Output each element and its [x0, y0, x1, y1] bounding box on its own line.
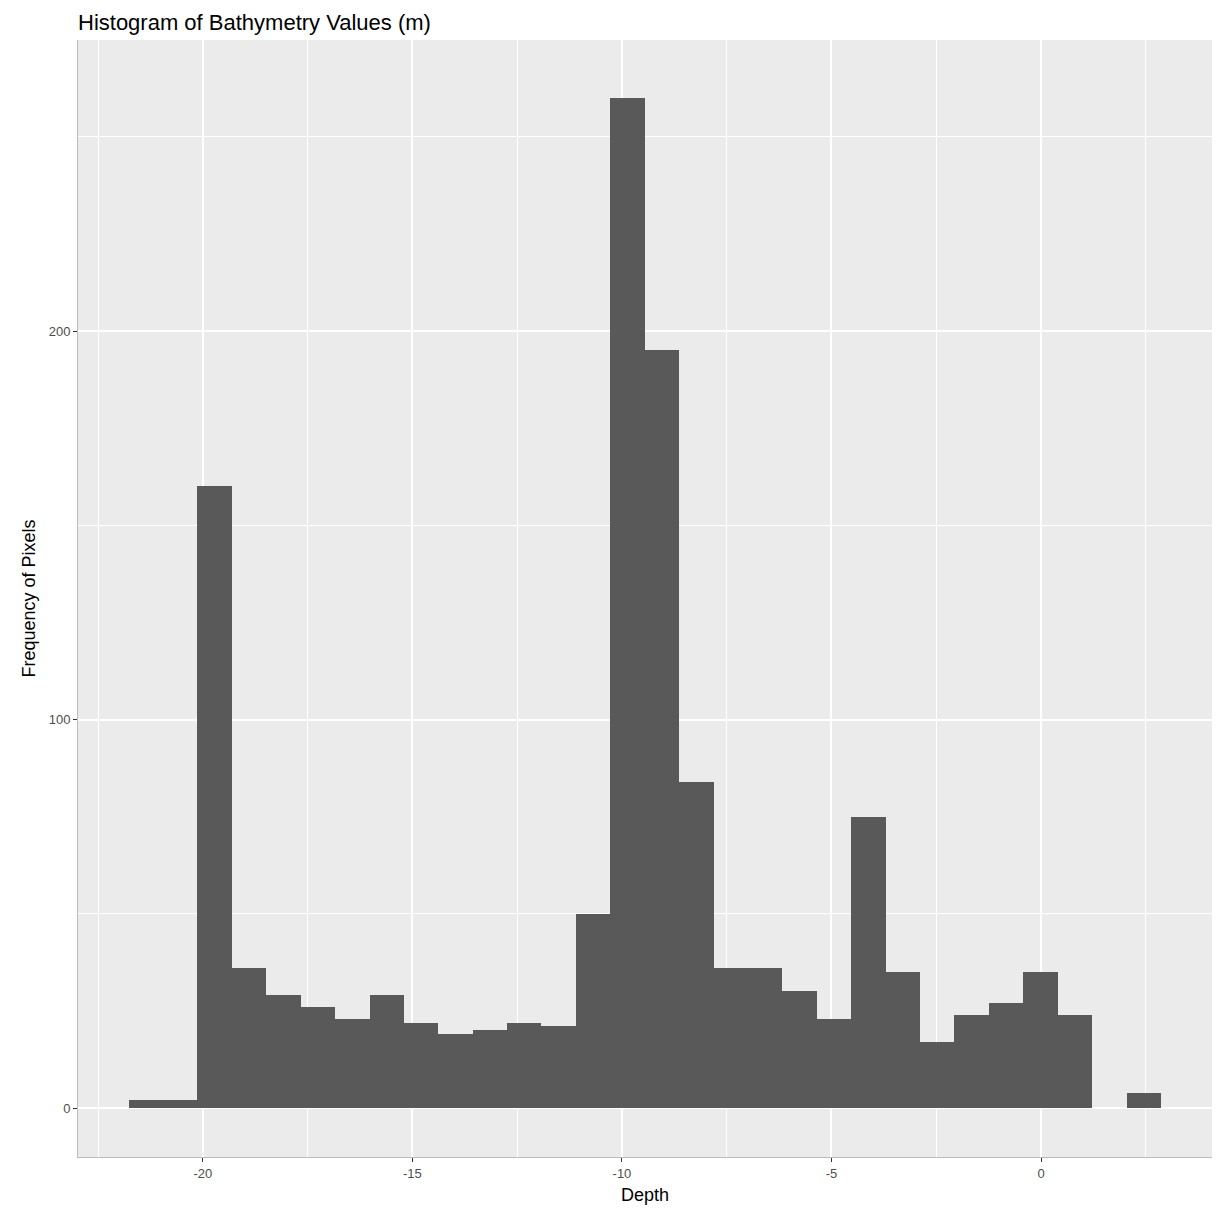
svg-text:200: 200 — [49, 324, 71, 339]
svg-text:0: 0 — [63, 1101, 70, 1116]
svg-text:0: 0 — [1037, 1166, 1044, 1181]
svg-text:100: 100 — [49, 712, 71, 727]
svg-text:Histogram of Bathymetry Values: Histogram of Bathymetry Values (m) — [78, 10, 431, 35]
svg-text:-5: -5 — [826, 1166, 838, 1181]
svg-text:-10: -10 — [613, 1166, 632, 1181]
svg-text:-15: -15 — [403, 1166, 422, 1181]
svg-text:Frequency of Pixels: Frequency of Pixels — [19, 519, 39, 677]
svg-text:-20: -20 — [193, 1166, 212, 1181]
svg-text:Depth: Depth — [621, 1185, 669, 1205]
